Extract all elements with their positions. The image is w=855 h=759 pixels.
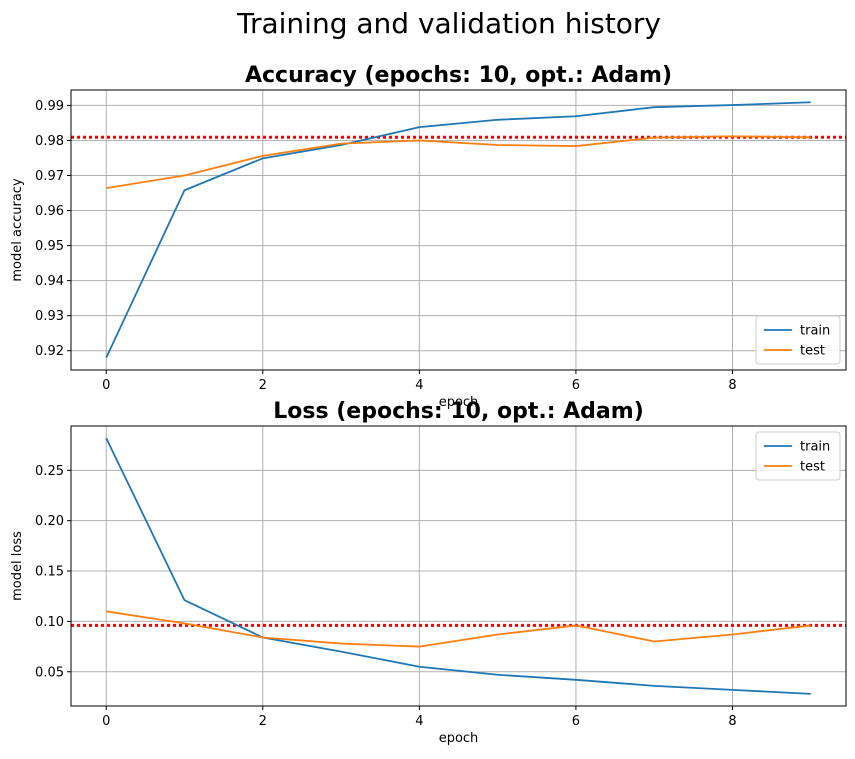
y-tick-label: 0.99 xyxy=(35,99,64,114)
legend-label-train: train xyxy=(800,324,830,339)
y-axis-label: model loss xyxy=(10,531,25,601)
axes-frame xyxy=(70,89,847,371)
y-tick-label: 0.20 xyxy=(35,514,64,529)
y-tick-label: 0.93 xyxy=(35,309,64,324)
y-tick-label: 0.05 xyxy=(35,665,64,680)
series-line-train xyxy=(105,437,811,695)
chart-0: 0 2 4 6 8 0.92 0.93 0.94 0.95 0.96 0.97 0.98 0.99 epo… xyxy=(10,63,847,410)
y-tick-label: 0.92 xyxy=(35,344,64,359)
y-tick-label: 0.25 xyxy=(35,464,64,479)
series-line-test xyxy=(106,610,811,648)
chart-title: Loss (epochs: 10, opt.: Adam) xyxy=(273,399,644,424)
y-tick-label: 0.94 xyxy=(35,274,64,289)
chart-title: Accuracy (epochs: 10, opt.: Adam) xyxy=(245,63,672,88)
x-axis-label: epoch xyxy=(439,731,479,746)
x-tick-label: 2 xyxy=(259,714,267,729)
x-tick-label: 4 xyxy=(415,714,423,729)
x-tick-label: 0 xyxy=(102,714,110,729)
y-tick-label: 0.95 xyxy=(35,239,64,254)
y-tick-label: 0.10 xyxy=(35,615,64,630)
x-tick-label: 0 xyxy=(102,378,110,393)
y-tick-label: 0.98 xyxy=(35,134,64,149)
series-line-test xyxy=(106,135,811,190)
legend-label-train: train xyxy=(800,440,830,455)
legend-label-test: test xyxy=(800,344,825,359)
axes-layer: 0 2 4 6 8 0.92 0.93 0.94 0.95 0.96 0.97 0.98 0.99 epo… xyxy=(10,63,847,746)
x-axis-label: epoch xyxy=(439,395,479,410)
y-tick-label: 0.96 xyxy=(35,204,64,219)
x-tick-label: 8 xyxy=(728,378,736,393)
y-tick-label: 0.97 xyxy=(35,169,64,184)
x-tick-label: 4 xyxy=(415,378,423,393)
legend-box xyxy=(755,315,841,365)
legend-box xyxy=(755,431,841,481)
chart-1: 0 2 4 6 8 0.05 0.10 0.15 0.20 0.25 epoch model loss… xyxy=(10,399,847,746)
axes-frame xyxy=(70,425,847,707)
figure-suptitle: Training and validation history xyxy=(236,7,661,40)
x-tick-label: 6 xyxy=(572,714,580,729)
x-tick-label: 2 xyxy=(259,378,267,393)
y-axis-label: model accuracy xyxy=(10,178,25,282)
x-tick-label: 8 xyxy=(728,714,736,729)
legend: train test xyxy=(755,315,841,365)
y-tick-label: 0.15 xyxy=(35,565,64,580)
x-tick-label: 6 xyxy=(572,378,580,393)
series-line-train xyxy=(105,101,811,359)
legend-label-test: test xyxy=(800,460,825,475)
legend: train test xyxy=(755,431,841,481)
